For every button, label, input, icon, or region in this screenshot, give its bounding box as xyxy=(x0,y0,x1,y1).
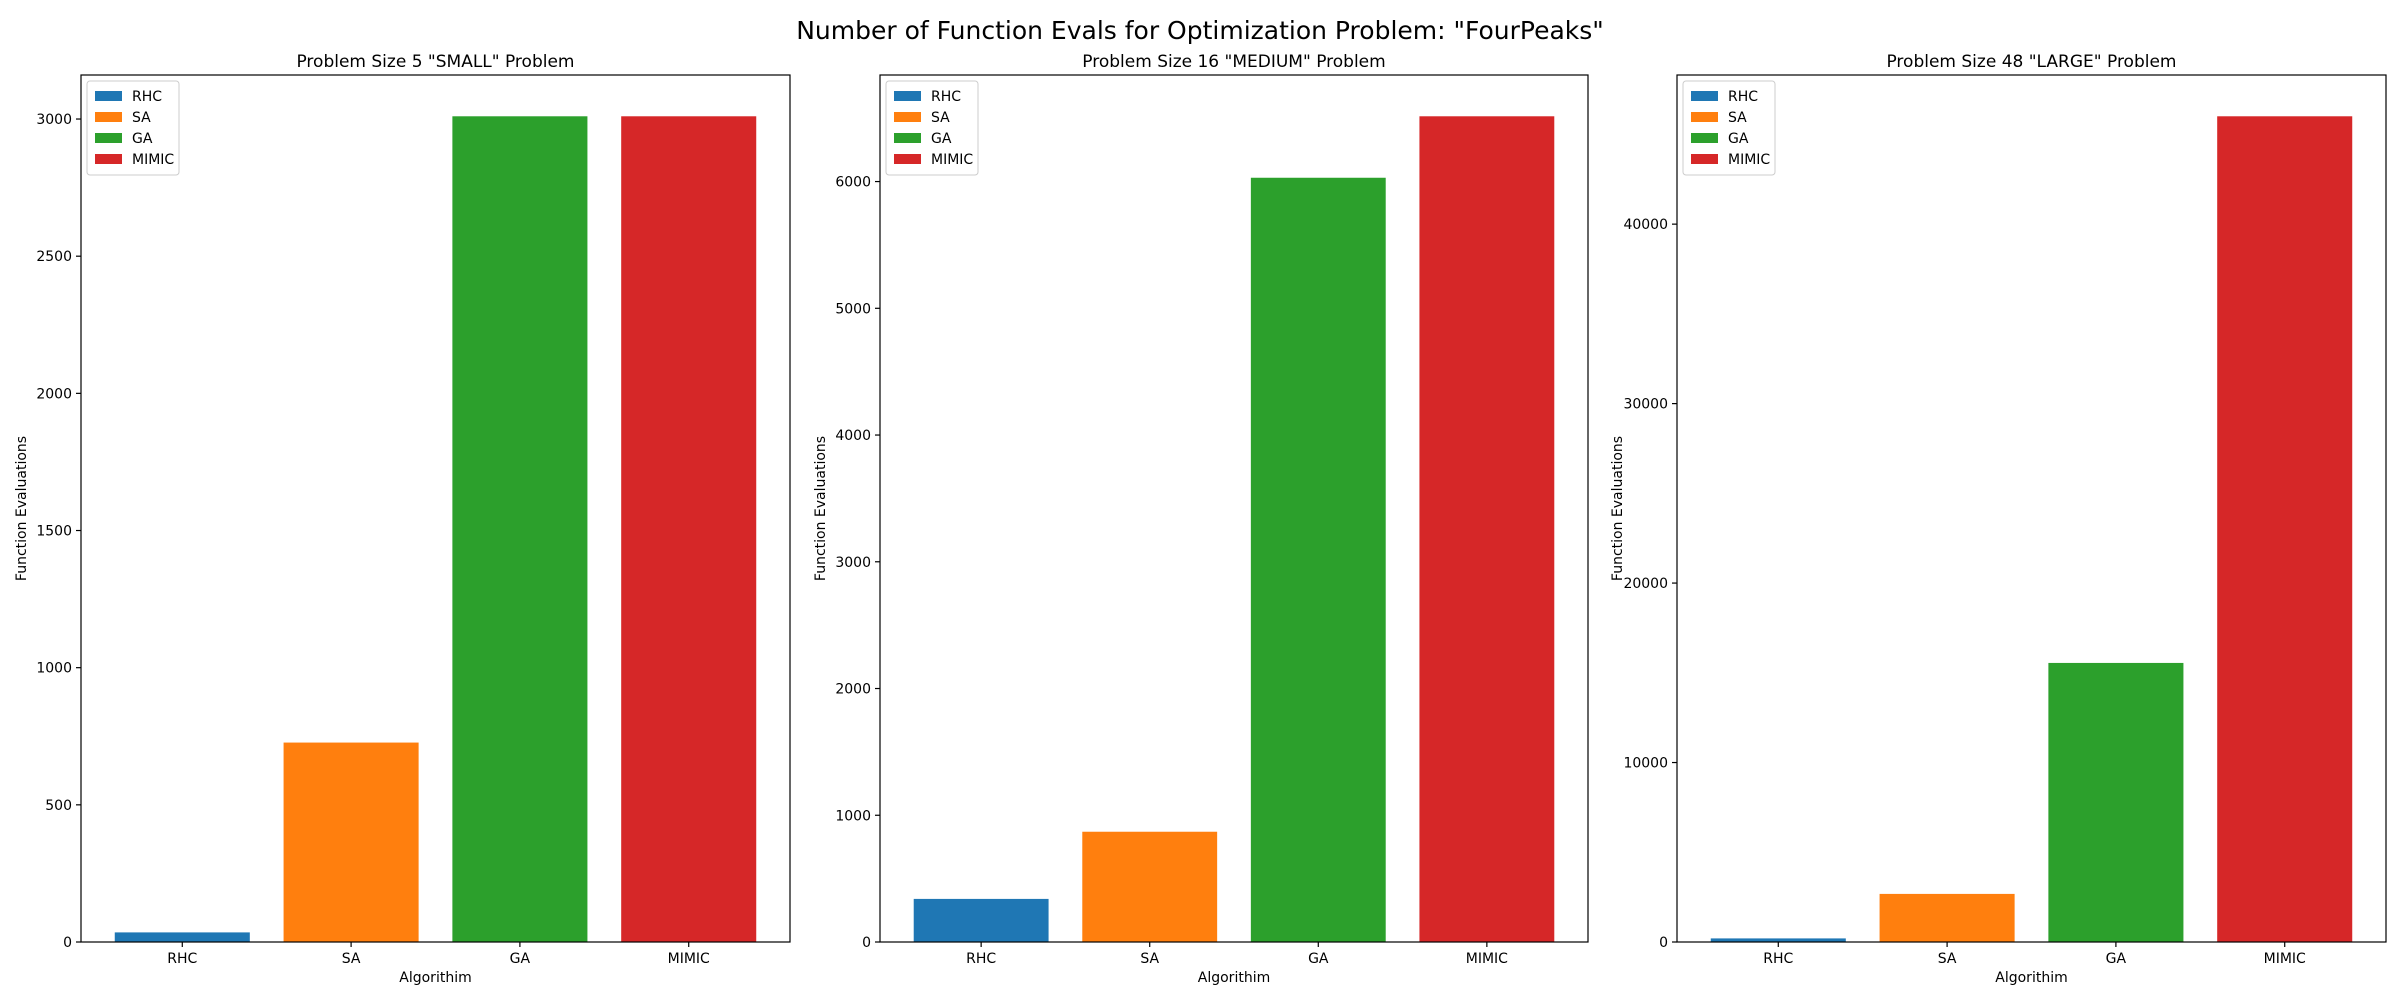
y-tick-label: 0 xyxy=(63,935,72,951)
legend-swatch-ga xyxy=(95,133,122,143)
bar-sa xyxy=(283,742,419,942)
legend-label-rhc: RHC xyxy=(1728,89,1758,105)
y-tick-label: 5000 xyxy=(835,301,871,317)
bar-ga xyxy=(452,116,588,943)
legend-label-ga: GA xyxy=(1728,131,1749,147)
bar-ga xyxy=(2048,662,2184,942)
y-tick-label: 2500 xyxy=(36,249,72,265)
charts-layer: Problem Size 5 "SMALL" Problem RHC SA GA MIM… xyxy=(14,52,2387,986)
bar-rhc xyxy=(1710,938,1846,942)
legend-swatch-sa xyxy=(894,112,921,122)
y-tick-label: 2000 xyxy=(36,386,72,402)
bar-rhc xyxy=(913,898,1049,942)
x-tick-label: GA xyxy=(510,951,531,967)
y-tick-label: 3000 xyxy=(835,555,871,571)
y-tick-label: 6000 xyxy=(835,175,871,191)
legend-label-mimic: MIMIC xyxy=(1728,152,1770,168)
legend-label-mimic: MIMIC xyxy=(931,152,973,168)
chart-1: Problem Size 5 "SMALL" Problem RHC SA GA MIM… xyxy=(14,52,791,986)
legend-swatch-rhc xyxy=(95,91,122,101)
bar-mimic xyxy=(621,116,757,943)
chart-2: Problem Size 16 "MEDIUM" Problem RHC SA GA M… xyxy=(813,52,1589,986)
x-tick-label: GA xyxy=(2106,951,2127,967)
legend-swatch-mimic xyxy=(894,154,921,164)
legend-swatch-sa xyxy=(95,112,122,122)
x-tick-label: RHC xyxy=(1763,951,1793,967)
x-axis-label: Algorithim xyxy=(1995,970,2067,986)
y-tick-label: 3000 xyxy=(36,112,72,128)
y-axis-label: Function Evaluations xyxy=(813,436,829,581)
figure-suptitle: Number of Function Evals for Optimizatio… xyxy=(796,16,1604,45)
legend-label-sa: SA xyxy=(1728,110,1747,126)
x-tick-label: GA xyxy=(1308,951,1329,967)
x-tick-label: RHC xyxy=(966,951,996,967)
legend-label-sa: SA xyxy=(132,110,151,126)
chart-title: Problem Size 48 "LARGE" Problem xyxy=(1886,52,2176,72)
legend-box xyxy=(1682,80,1776,176)
x-tick-label: SA xyxy=(342,951,361,967)
legend-swatch-ga xyxy=(1691,133,1718,143)
chart-title: Problem Size 16 "MEDIUM" Problem xyxy=(1082,52,1385,72)
y-tick-label: 4000 xyxy=(835,428,871,444)
legend-box xyxy=(885,80,979,176)
y-tick-label: 10000 xyxy=(1623,756,1668,772)
x-tick-label: MIMIC xyxy=(668,951,710,967)
y-tick-label: 40000 xyxy=(1623,217,1668,233)
bar-mimic xyxy=(1419,116,1555,943)
legend-label-mimic: MIMIC xyxy=(132,152,174,168)
x-axis-label: Algorithim xyxy=(1198,970,1270,986)
x-tick-label: RHC xyxy=(167,951,197,967)
bar-rhc xyxy=(114,932,250,942)
x-axis-label: Algorithim xyxy=(399,970,471,986)
y-tick-label: 0 xyxy=(1659,935,1668,951)
legend-swatch-mimic xyxy=(95,154,122,164)
y-tick-label: 2000 xyxy=(835,682,871,698)
bar-sa xyxy=(1082,831,1218,942)
plot-frame xyxy=(1676,74,2387,943)
x-tick-label: MIMIC xyxy=(2264,951,2306,967)
x-tick-label: MIMIC xyxy=(1466,951,1508,967)
y-tick-label: 0 xyxy=(862,935,871,951)
legend-swatch-rhc xyxy=(894,91,921,101)
legend-swatch-mimic xyxy=(1691,154,1718,164)
bar-mimic xyxy=(2217,116,2353,943)
y-axis-label: Function Evaluations xyxy=(1610,436,1626,581)
y-tick-label: 20000 xyxy=(1623,576,1668,592)
bar-ga xyxy=(1250,177,1386,942)
plot-frame xyxy=(879,74,1589,943)
legend-label-rhc: RHC xyxy=(931,89,961,105)
y-tick-label: 500 xyxy=(45,798,72,814)
chart-3: Problem Size 48 "LARGE" Problem RHC SA GA MI… xyxy=(1610,52,2387,986)
legend-box xyxy=(86,80,180,176)
chart-title: Problem Size 5 "SMALL" Problem xyxy=(296,52,574,72)
legend-swatch-rhc xyxy=(1691,91,1718,101)
x-tick-label: SA xyxy=(1140,951,1159,967)
legend-swatch-sa xyxy=(1691,112,1718,122)
y-tick-label: 30000 xyxy=(1623,397,1668,413)
y-tick-label: 1500 xyxy=(36,524,72,540)
legend-label-sa: SA xyxy=(931,110,950,126)
y-axis-label: Function Evaluations xyxy=(14,436,30,581)
y-tick-label: 1000 xyxy=(36,661,72,677)
x-tick-label: SA xyxy=(1938,951,1957,967)
bar-sa xyxy=(1879,893,2015,942)
legend-swatch-ga xyxy=(894,133,921,143)
y-tick-label: 1000 xyxy=(835,808,871,824)
legend-label-ga: GA xyxy=(931,131,952,147)
plot-frame xyxy=(80,74,791,943)
legend-label-ga: GA xyxy=(132,131,153,147)
legend-label-rhc: RHC xyxy=(132,89,162,105)
